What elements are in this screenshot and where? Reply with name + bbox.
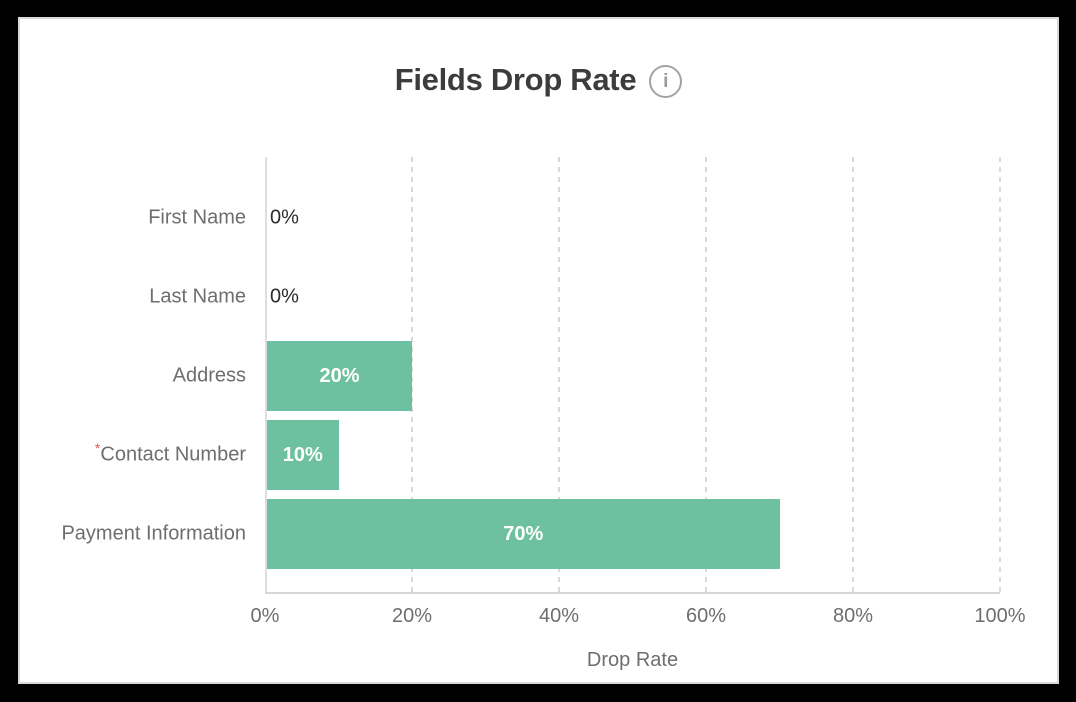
bar[interactable]: 70% (267, 499, 780, 570)
info-icon-glyph: i (663, 70, 669, 92)
x-axis-ticks: 0% 20% 40% 60% 80% 100% (251, 605, 1026, 631)
x-tick-label: 20% (391, 605, 433, 627)
x-tick-label: 100% (974, 605, 1026, 627)
bar-value-label: 20% (319, 364, 360, 387)
x-tick-label: 60% (685, 605, 727, 627)
zero-value-label: 0% (270, 285, 299, 308)
category-label: Payment Information (61, 522, 246, 545)
bar-value-label: 10% (282, 443, 323, 466)
chart-card: Fields Drop Rate i First Name Last Name Ad… (18, 17, 1059, 684)
y-axis-labels: First Name Last Name Address *Contact Numbe… (20, 157, 265, 594)
gridline (999, 157, 1001, 594)
gridline (705, 157, 707, 594)
x-tick-label: 0% (250, 605, 280, 627)
bar[interactable]: 20% (267, 341, 412, 411)
bar-chart: First Name Last Name Address *Contact Numbe… (20, 157, 1057, 697)
gridline (558, 157, 560, 594)
x-axis-title: Drop Rate (586, 649, 679, 671)
x-axis-line (265, 592, 1000, 594)
required-marker: * (94, 440, 101, 457)
category-label: Address (172, 364, 246, 387)
y-axis-line (265, 157, 267, 594)
plot-area: 0% 0% 20% 10% 70% (265, 157, 1001, 594)
gridline (411, 157, 413, 594)
category-label: First Name (148, 206, 246, 229)
zero-value-label: 0% (270, 206, 299, 229)
category-label: Last Name (149, 285, 246, 308)
info-icon[interactable]: i (649, 64, 683, 98)
chart-header: Fields Drop Rate i (20, 59, 1057, 101)
chart-title: Fields Drop Rate (394, 62, 637, 97)
bar[interactable]: 10% (267, 420, 339, 491)
x-tick-label: 80% (832, 605, 874, 627)
x-tick-label: 40% (538, 605, 580, 627)
category-label: *Contact Number (94, 440, 246, 466)
gridline (852, 157, 854, 594)
bar-value-label: 70% (503, 522, 544, 545)
